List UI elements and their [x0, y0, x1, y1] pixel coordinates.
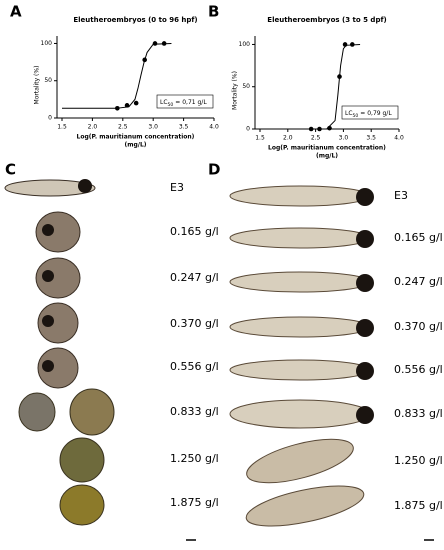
x-tick-label: 1.5 [57, 124, 67, 131]
larva [4, 179, 96, 197]
panel-letter: A [10, 3, 22, 21]
larva-eye [42, 315, 54, 327]
annotation-prefix: LC [160, 99, 168, 106]
y-tick-label: 100 [239, 41, 251, 48]
annotation: LC50 = 0,79 g/L [345, 110, 392, 119]
larva [245, 485, 365, 527]
data-point [161, 41, 167, 46]
x-tick-label: 3.0 [339, 135, 349, 142]
annotation-box [156, 94, 214, 109]
egg [69, 388, 115, 436]
x-tick-label: 3.0 [148, 124, 158, 131]
chart-title: Eleutheroembryos (3 to 5 dpf) [267, 16, 386, 24]
larva-eye [356, 362, 374, 380]
x-axis-label-unit: (mg/L) [316, 153, 338, 160]
x-tick-label: 2.5 [311, 135, 321, 142]
larva [229, 399, 371, 429]
annotation-sub: 50 [168, 102, 174, 108]
data-point [152, 41, 158, 46]
larva-eye [78, 179, 92, 193]
data-point [342, 42, 348, 47]
data-point [115, 106, 120, 111]
larva-eye [356, 188, 374, 206]
x-tick-label: 4.0 [209, 124, 219, 131]
annotation-sub: 50 [353, 113, 359, 119]
data-point [124, 103, 130, 108]
data-point [142, 57, 147, 63]
concentration-label: 0.833 g/l [170, 405, 219, 418]
x-tick-label: 2.5 [118, 124, 128, 131]
concentration-label: E3 [394, 189, 408, 202]
annotation-prefix: LC [345, 110, 353, 117]
larva [229, 316, 371, 338]
larva [229, 227, 371, 249]
larva-eye [356, 319, 374, 337]
larva [229, 185, 371, 207]
concentration-label: 0.165 g/l [394, 231, 443, 244]
y-tick-label: 50 [44, 77, 52, 84]
larva-eye [356, 274, 374, 292]
y-tick-label: 50 [242, 83, 250, 90]
concentration-label: 1.250 g/l [394, 454, 443, 467]
concentration-label: 0.165 g/l [170, 225, 219, 238]
annotation-text: = 0,79 g/L [360, 110, 392, 117]
concentration-label: E3 [170, 181, 184, 194]
larva [229, 271, 371, 293]
concentration-label: 1.875 g/l [394, 499, 443, 512]
x-axis-label-unit: (mg/L) [124, 142, 146, 149]
concentration-label: 0.247 g/l [170, 271, 219, 284]
larva [246, 438, 354, 484]
larva-eye [42, 224, 54, 236]
x-tick-label: 4.0 [394, 135, 404, 142]
larva-eye [356, 230, 374, 248]
egg [18, 392, 56, 432]
concentration-label: 0.370 g/l [170, 317, 219, 330]
y-axis-label: Mortality (%) [34, 66, 41, 105]
panel-letter: D [208, 161, 220, 179]
egg [59, 484, 105, 526]
larva [37, 347, 79, 389]
x-tick-label: 1.5 [255, 135, 265, 142]
data-point [308, 126, 314, 132]
egg [59, 437, 105, 483]
larva [229, 359, 371, 381]
concentration-label: 0.556 g/l [394, 363, 443, 376]
fit-curve [62, 42, 172, 109]
concentration-label: 0.370 g/l [394, 320, 443, 333]
panel-letter: B [208, 3, 219, 21]
x-axis-label: Log(P. mauritianum concentration) [268, 145, 386, 152]
y-tick-label: 0 [48, 115, 52, 122]
data-point [337, 74, 342, 79]
concentration-label: 0.833 g/l [394, 407, 443, 420]
larva [35, 257, 81, 299]
y-tick-label: 100 [41, 40, 53, 47]
annotation-box [341, 105, 399, 120]
concentration-label: 1.875 g/l [170, 496, 219, 509]
data-point [133, 100, 139, 106]
larva-eye [42, 360, 54, 372]
x-tick-label: 2.0 [283, 135, 293, 142]
larva-eye [42, 270, 54, 282]
data-point [317, 126, 322, 132]
panel-letter: C [5, 161, 16, 179]
data-point [349, 42, 355, 47]
concentration-label: 0.247 g/l [394, 275, 443, 288]
y-tick-label: 0 [246, 126, 250, 133]
larva-eye [356, 406, 374, 424]
annotation-text: = 0,71 g/L [175, 99, 207, 106]
larva [37, 302, 79, 344]
chart-title: Eleutheroembryos (0 to 96 hpf) [73, 16, 197, 24]
y-axis-label: Mortality (%) [232, 71, 239, 110]
concentration-label: 1.250 g/l [170, 452, 219, 465]
x-tick-label: 3.5 [366, 135, 376, 142]
data-point [327, 125, 332, 131]
annotation: LC50 = 0,71 g/L [160, 99, 207, 108]
x-tick-label: 2.0 [88, 124, 98, 131]
larva [35, 211, 81, 253]
concentration-label: 0.556 g/l [170, 360, 219, 373]
x-axis-label: Log(P. mauritianum concentration) [77, 134, 195, 141]
x-tick-label: 3.5 [179, 124, 189, 131]
